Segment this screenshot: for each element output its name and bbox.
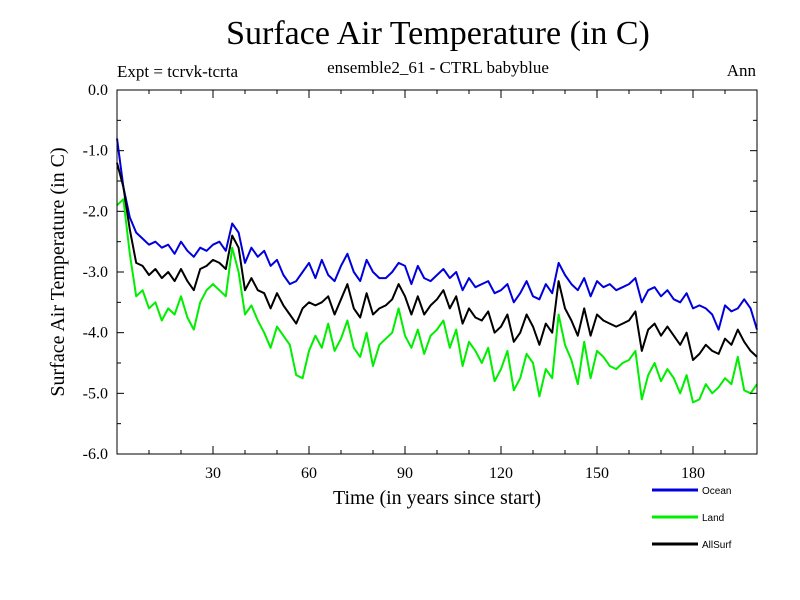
- x-tick-label: 150: [585, 465, 609, 482]
- x-axis-label: Time (in years since start): [333, 487, 541, 509]
- x-axis: 30 60 90 120 150 180: [148, 90, 726, 482]
- chart-title: Surface Air Temperature (in C): [226, 15, 650, 52]
- period-label: Ann: [726, 61, 756, 80]
- series-layer: [116, 138, 758, 404]
- y-tick-label: -5.0: [83, 385, 108, 402]
- y-tick-label: -2.0: [83, 203, 108, 220]
- y-tick-label: -3.0: [83, 264, 108, 281]
- chart-subtitle: ensemble2_61 - CTRL babyblue: [327, 58, 549, 77]
- y-tick-label: 0.0: [88, 82, 108, 99]
- y-tick-label: -4.0: [83, 325, 108, 342]
- y-axis-label: Surface Air Temperature (in C): [47, 147, 69, 396]
- legend: Ocean Land AllSurf: [652, 486, 732, 551]
- x-tick-label: 180: [681, 465, 705, 482]
- series-line-land: [116, 198, 758, 404]
- legend-label-land: Land: [702, 513, 724, 524]
- legend-label-ocean: Ocean: [702, 486, 731, 497]
- x-tick-label: 30: [205, 465, 221, 482]
- x-tick-label: 120: [489, 465, 513, 482]
- x-tick-label: 60: [301, 465, 317, 482]
- y-tick-label: -6.0: [83, 446, 108, 463]
- experiment-label: Expt = tcrvk-tcrta: [117, 62, 238, 81]
- y-tick-label: -1.0: [83, 143, 108, 160]
- series-line-ocean: [116, 138, 758, 331]
- series-line-allsurf: [116, 162, 758, 361]
- y-axis: 0.0 -1.0 -2.0 -3.0 -4.0 -5.0 -6.0: [83, 82, 757, 463]
- x-tick-label: 90: [397, 465, 413, 482]
- plot-frame: [116, 89, 758, 455]
- legend-label-allsurf: AllSurf: [702, 540, 732, 551]
